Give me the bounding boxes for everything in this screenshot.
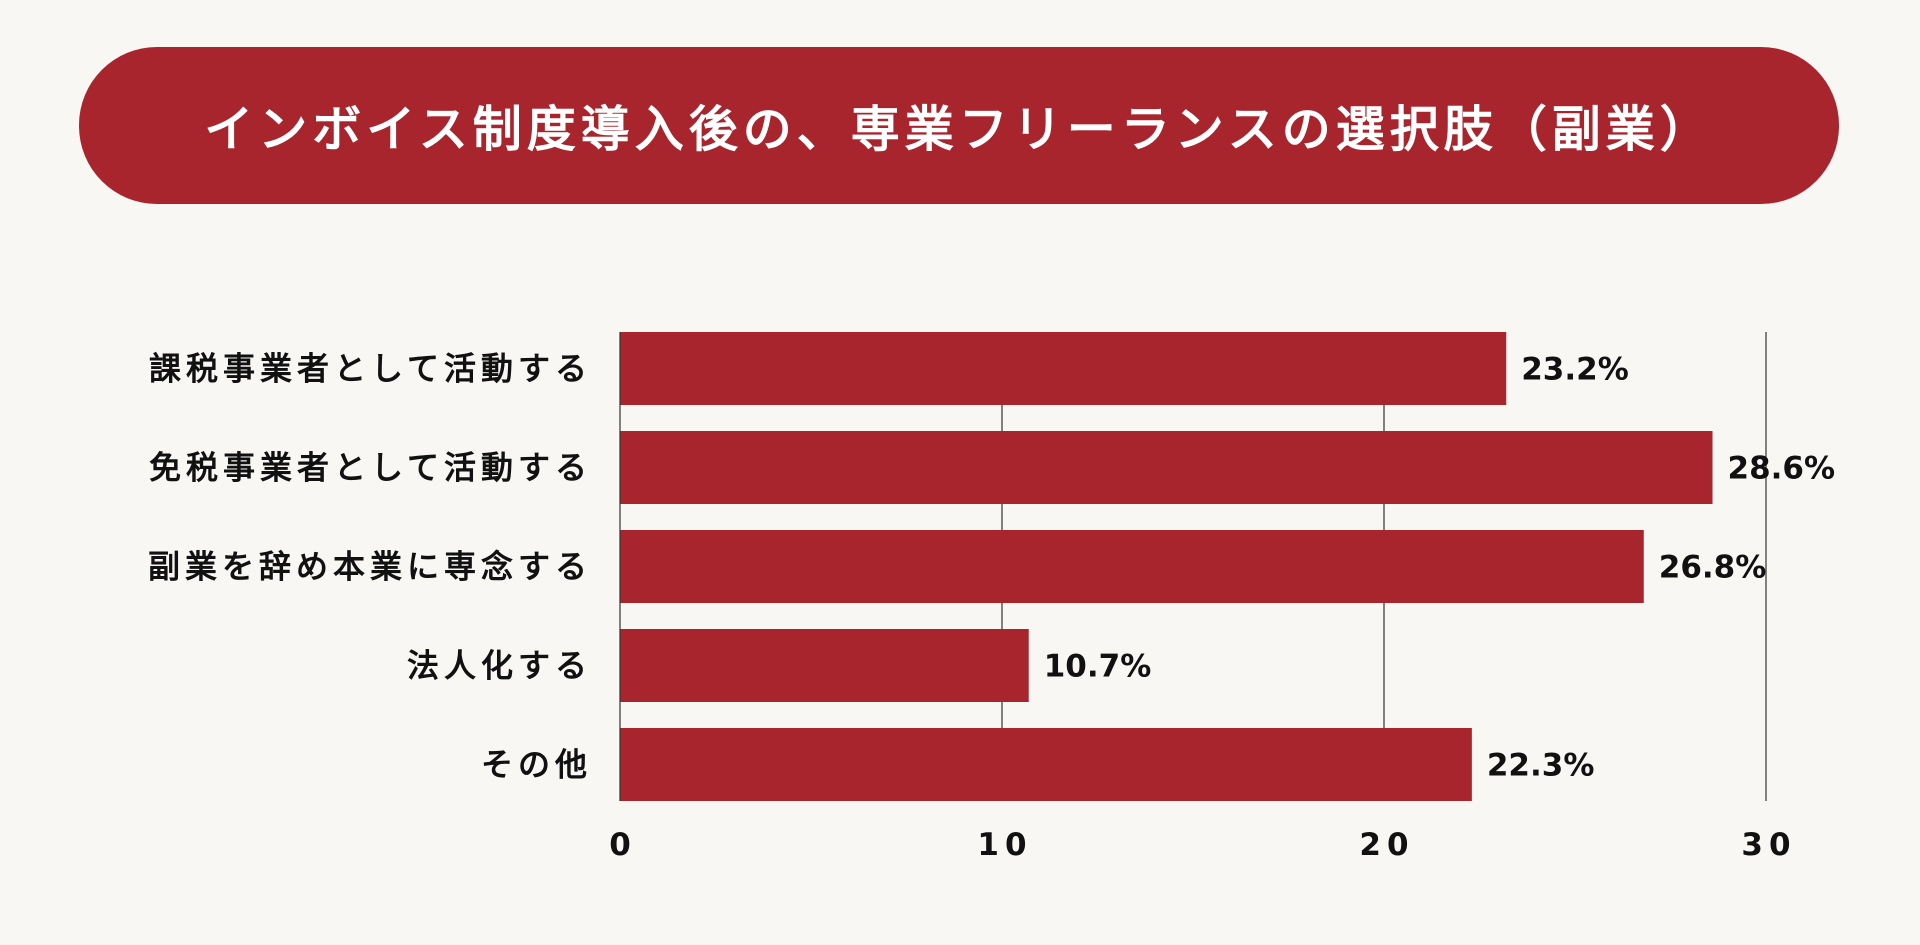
- x-tick-label-20: 20: [1359, 827, 1414, 863]
- bar-2: [620, 530, 1644, 603]
- value-label-4: 22.3%: [1487, 748, 1595, 784]
- category-label-3: 法人化する: [407, 647, 592, 685]
- value-label-0: 23.2%: [1521, 352, 1629, 388]
- value-label-3: 10.7%: [1044, 649, 1152, 685]
- category-label-2: 副業を辞め本業に専念する: [148, 548, 592, 586]
- bar-4: [620, 728, 1472, 801]
- x-tick-label-10: 10: [977, 827, 1032, 863]
- value-label-1: 28.6%: [1728, 451, 1836, 487]
- category-label-1: 免税事業者として活動する: [149, 449, 592, 487]
- x-tick-label-0: 0: [609, 827, 637, 863]
- category-label-0: 課税事業者として活動する: [149, 350, 592, 388]
- title-banner: インボイス制度導入後の、専業フリーランスの選択肢（副業）: [79, 47, 1839, 204]
- chart-title: インボイス制度導入後の、専業フリーランスの選択肢（副業）: [204, 101, 1714, 158]
- bars: [620, 332, 1713, 801]
- bar-3: [620, 629, 1029, 702]
- value-label-2: 26.8%: [1659, 550, 1767, 586]
- bar-0: [620, 332, 1507, 405]
- labels: 0 10 20 30 課税事業者として活動する 23.2% 免税事業者として活動する 28.6…: [148, 350, 1835, 864]
- category-label-4: その他: [481, 746, 592, 784]
- bar-1: [620, 431, 1713, 504]
- x-tick-label-30: 30: [1741, 827, 1796, 863]
